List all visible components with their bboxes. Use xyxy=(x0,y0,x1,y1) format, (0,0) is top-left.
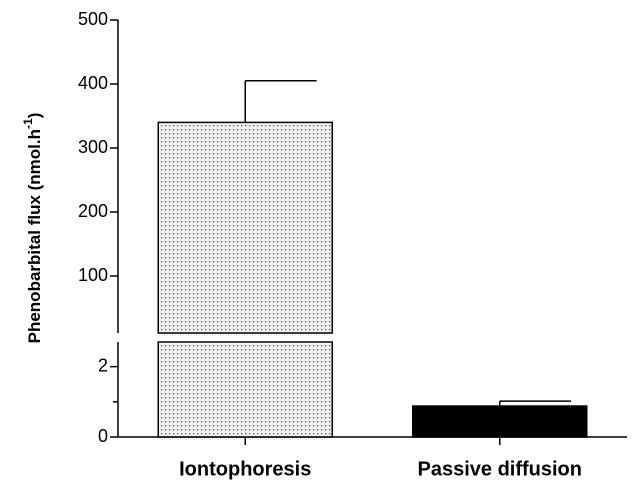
y-tick-label: 0 xyxy=(98,426,108,446)
bar xyxy=(412,405,588,438)
y-tick-label: 100 xyxy=(78,265,108,285)
x-tick-label: Iontophoresis xyxy=(179,458,311,480)
y-axis-label: Phenobarbital flux (nmol.h-1) xyxy=(21,113,44,344)
y-tick-label: 2 xyxy=(98,355,108,375)
x-tick-label: Passive diffusion xyxy=(418,458,583,480)
y-tick-label: 200 xyxy=(78,201,108,221)
y-tick-label: 300 xyxy=(78,137,108,157)
bar xyxy=(157,121,333,334)
y-label-end: ) xyxy=(25,113,44,119)
y-tick-label: 400 xyxy=(78,73,108,93)
y-label-text: Phenobarbital flux (nmol.h xyxy=(25,129,44,343)
bar xyxy=(157,341,333,438)
y-label-superscript: -1 xyxy=(21,118,35,129)
y-tick-label: 500 xyxy=(78,9,108,29)
